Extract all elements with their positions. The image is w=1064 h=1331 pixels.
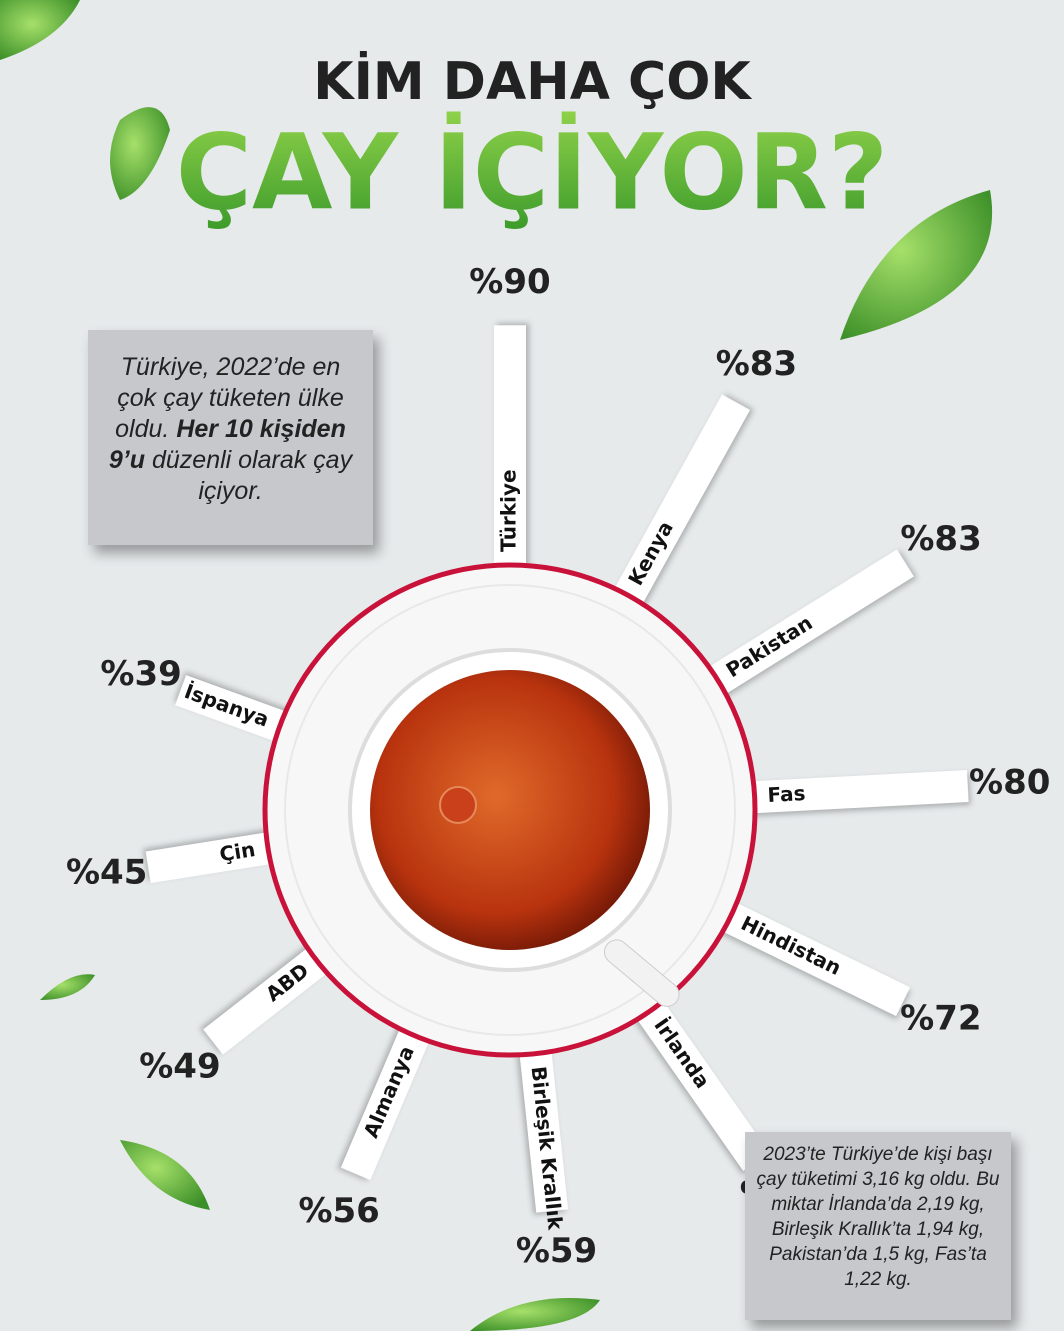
note: Türkiye, 2022’de en çok çay tüketen ülke… bbox=[88, 330, 373, 545]
value-label: %83 bbox=[716, 344, 797, 384]
note-text: 2023’te Türkiye’de kişi başı çay tüketim… bbox=[757, 1144, 1000, 1290]
value-label: %45 bbox=[66, 852, 147, 892]
value-label: %39 bbox=[100, 654, 181, 694]
value-label: %59 bbox=[516, 1231, 597, 1271]
value-label: %90 bbox=[469, 262, 550, 302]
value-label: %83 bbox=[900, 519, 981, 559]
infographic: KİM DAHA ÇOK ÇAY İÇİYOR? Türkiye%90Kenya… bbox=[0, 0, 1064, 1331]
chart-title: KİM DAHA ÇOK bbox=[313, 51, 752, 112]
category-label: Fas bbox=[767, 781, 806, 807]
category-label: Pakistan bbox=[722, 610, 817, 682]
cup bbox=[265, 565, 755, 1055]
note: 2023’te Türkiye’de kişi başı çay tüketim… bbox=[745, 1132, 1011, 1320]
category-label: Türkiye bbox=[497, 469, 521, 552]
value-label: %49 bbox=[139, 1046, 220, 1086]
value-label: %56 bbox=[298, 1191, 379, 1231]
note-text: düzenli olarak çay içiyor. bbox=[145, 446, 352, 505]
value-label: %80 bbox=[969, 762, 1050, 802]
value-label: %72 bbox=[900, 999, 981, 1039]
chart-subtitle: ÇAY İÇİYOR? bbox=[176, 111, 889, 233]
